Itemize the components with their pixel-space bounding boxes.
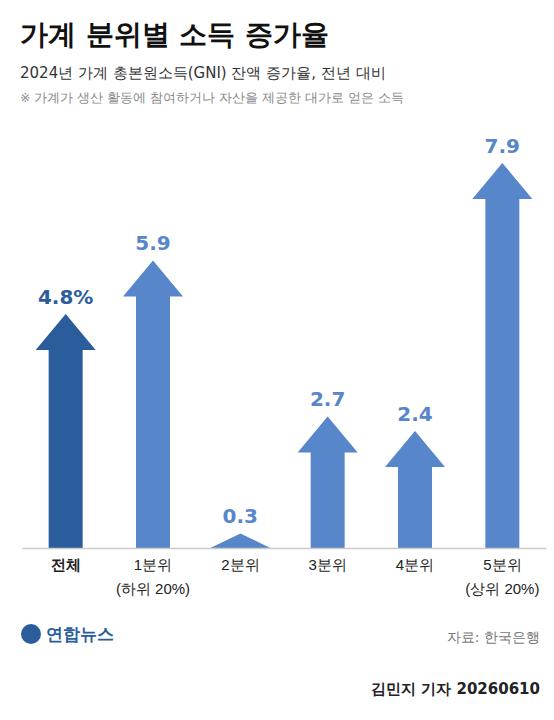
tick-label-line: (하위 20%) [116,580,190,597]
tick-label-line: 1분위 [134,556,172,573]
tick: 3분위 [308,548,346,573]
subtitle: 2024년 가계 총본원소득(GNI) 잔액 증가율, 전년 대비 [20,64,386,82]
source: 자료: 한국은행 [447,629,540,645]
tick: 5분위 (상위 20%) [465,548,539,597]
chart: 가계 분위별 소득 증가율 2024년 가계 총본원소득(GNI) 잔액 증가율,… [0,0,554,720]
bars [36,163,533,548]
tick-label-line: (상위 20%) [465,580,539,597]
tick-label-line: 3분위 [308,556,346,573]
tick-label-line: 전체 [51,556,81,573]
bar-arrow [210,533,270,548]
publisher: 연합뉴스 [46,624,114,644]
tick-label-line: 4분위 [396,556,434,573]
data-label: 0.3 [223,504,258,528]
bar-arrow [123,260,183,548]
axis-line [23,548,547,550]
data-label: 2.7 [310,387,345,411]
note: ※ 가계가 생산 활동에 참여하거나 자산을 제공한 대가로 얻은 소득 [20,90,404,105]
logo-icon [21,624,41,644]
publisher-logo: 연합뉴스 [21,624,114,644]
data-labels: 4.8% 5.9 0.3 2.7 2.4 7.9 [38,134,520,529]
data-label: 5.9 [135,231,170,255]
tick-label: 전체 [51,556,81,573]
bar-arrow [385,431,445,548]
data-label: 2.4 [397,402,432,426]
bar-arrow [472,163,532,548]
x-axis: 전체 1분위 (하위 20%) 2분위 3분위 4분위 5분위 (상위 20%) [23,548,547,597]
byline: 김민지 기자 20260610 [371,680,540,698]
data-label: 4.8% [38,285,93,309]
tick-label: 2분위 [221,556,259,573]
tick-label-line: 2분위 [221,556,259,573]
tick-label: 5분위 (상위 20%) [465,556,539,597]
tick: 2분위 [221,548,259,573]
tick-label-line: 5분위 [483,556,521,573]
tick-label: 3분위 [308,556,346,573]
title: 가계 분위별 소득 증가율 [20,18,329,51]
tick-label: 1분위 (하위 20%) [116,556,190,597]
bar-arrow [36,314,96,548]
data-label: 7.9 [485,134,520,158]
tick: 1분위 (하위 20%) [116,548,190,597]
tick: 4분위 [396,548,434,573]
tick: 전체 [51,548,81,573]
tick-label: 4분위 [396,556,434,573]
bar-arrow [298,416,358,548]
